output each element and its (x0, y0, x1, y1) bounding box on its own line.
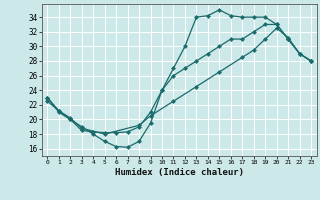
X-axis label: Humidex (Indice chaleur): Humidex (Indice chaleur) (115, 168, 244, 177)
